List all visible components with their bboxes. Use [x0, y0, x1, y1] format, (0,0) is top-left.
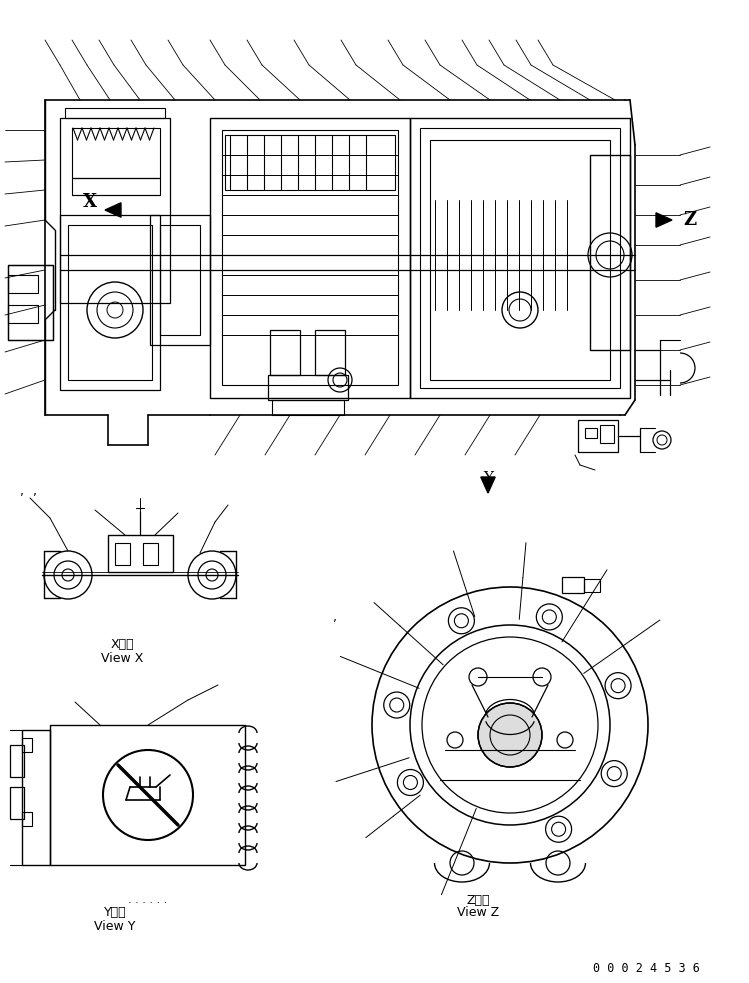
Polygon shape [105, 202, 121, 217]
Text: ,: , [33, 486, 37, 498]
Bar [268, 375, 348, 400]
Bar [68, 225, 152, 380]
Bar [272, 400, 344, 415]
Bar [410, 118, 630, 398]
Bar [22, 730, 50, 865]
Bar [60, 118, 170, 303]
Text: ,: , [333, 611, 337, 624]
Bar [108, 535, 173, 572]
Bar [222, 130, 398, 385]
Bar [65, 108, 165, 118]
Text: View Y: View Y [94, 919, 136, 933]
Text: Z　視: Z 視 [466, 894, 490, 906]
Bar [585, 428, 597, 438]
Text: View Z: View Z [457, 906, 499, 919]
Bar [8, 275, 38, 293]
Text: Y: Y [483, 471, 493, 485]
Bar [578, 420, 618, 452]
Text: 0 0 0 2 4 5 3 6: 0 0 0 2 4 5 3 6 [593, 961, 700, 974]
Bar [150, 215, 210, 345]
Bar [10, 787, 24, 819]
Text: X: X [83, 193, 97, 211]
Bar [22, 812, 32, 826]
Bar [60, 215, 160, 390]
Bar [210, 118, 410, 398]
Bar [8, 265, 53, 340]
Text: . . . . . .: . . . . . . [128, 895, 168, 905]
Polygon shape [656, 212, 672, 227]
Bar [160, 225, 200, 335]
Bar [72, 178, 160, 195]
Bar [10, 745, 24, 777]
Bar [270, 330, 300, 375]
Bar [590, 155, 630, 350]
Bar [562, 577, 584, 593]
Text: ,: , [20, 486, 24, 498]
Bar [584, 579, 600, 592]
Bar [143, 543, 158, 565]
Bar [72, 128, 160, 178]
Bar [8, 305, 38, 323]
Bar [225, 135, 395, 190]
Text: View X: View X [101, 652, 143, 665]
Polygon shape [481, 477, 495, 493]
Bar [115, 543, 130, 565]
Circle shape [478, 703, 542, 767]
Bar [420, 128, 620, 388]
Bar [600, 425, 614, 443]
Bar [50, 725, 245, 865]
Bar [430, 140, 610, 380]
Text: Z: Z [683, 211, 697, 229]
Bar [315, 330, 345, 375]
Text: Y　視: Y 視 [103, 906, 127, 919]
Bar [22, 738, 32, 752]
Text: X　視: X 視 [110, 639, 134, 652]
